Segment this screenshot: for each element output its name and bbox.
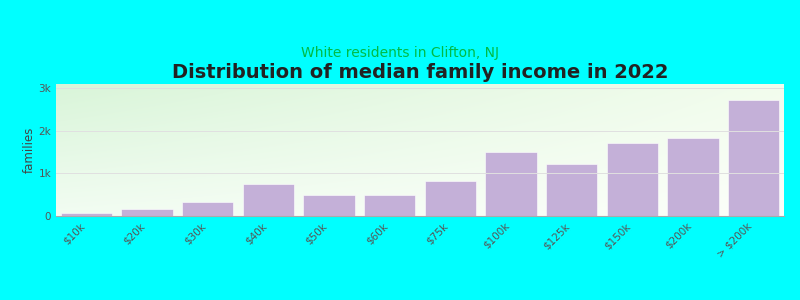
Bar	[546, 164, 598, 216]
Title: Distribution of median family income in 2022: Distribution of median family income in …	[172, 63, 668, 82]
Bar	[122, 209, 173, 216]
Bar	[182, 202, 234, 216]
Bar	[364, 195, 415, 216]
Y-axis label: families: families	[22, 127, 36, 173]
Bar	[606, 143, 658, 216]
Bar	[303, 195, 354, 216]
Text: White residents in Clifton, NJ: White residents in Clifton, NJ	[301, 46, 499, 60]
Bar	[242, 184, 294, 216]
Bar	[61, 213, 112, 216]
Bar	[728, 100, 779, 216]
Bar	[667, 138, 718, 216]
Bar	[425, 181, 476, 216]
Bar	[486, 152, 537, 216]
